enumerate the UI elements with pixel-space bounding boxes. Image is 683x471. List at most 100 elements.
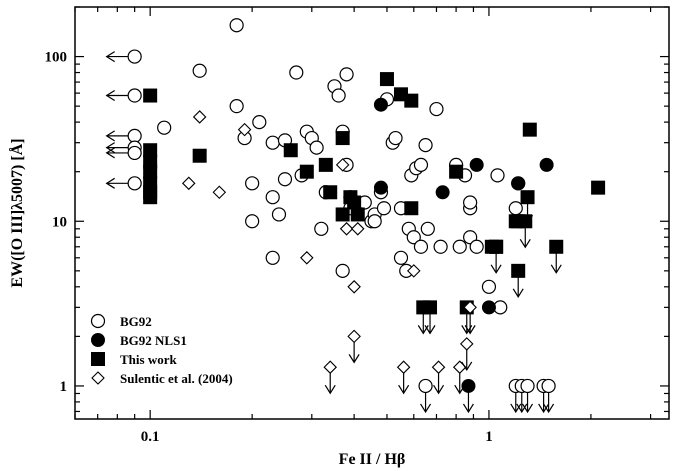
data-point-bg92 [418,138,433,153]
data-point-bg92 [413,239,429,254]
data-point-bg92 [245,176,260,191]
data-point-bg92 [541,378,556,394]
data-point-this-work [335,131,350,146]
data-point-bg92 [127,88,142,103]
data-point-bg92 [376,201,392,216]
data-point-sulentic-et-al-2004 [339,222,354,236]
data-point-this-work [299,164,314,179]
legend-marker-this-work [91,352,105,366]
data-point-this-work [347,195,362,210]
legend-label-bg92-nls1: BG92 NLS1 [120,333,187,348]
y-axis-title: EW([O III]λ5007) [Å] [8,138,26,287]
data-point-this-work [449,164,464,179]
data-point-bg92 [413,157,429,172]
x-tick-label: 0.1 [141,429,160,445]
legend-marker-bg92 [90,313,106,329]
upper-limit-arrowhead [324,384,336,395]
upper-limit-arrowhead [462,403,474,414]
upper-limit-arrowhead [543,403,555,414]
left-limit-arrowhead [105,142,115,154]
data-point-sulentic-et-al-2004 [300,251,314,265]
data-point-sulentic-et-al-2004 [347,329,361,344]
upper-limit-arrowhead [538,403,550,414]
data-point-bg92 [481,279,497,294]
data-point-bg92-nls1 [481,300,496,315]
data-point-this-work [143,164,158,179]
data-point-bg92 [157,120,172,135]
data-point-bg92 [245,214,260,229]
left-limit-arrowhead [105,147,115,159]
data-point-sulentic-et-al-2004 [431,360,446,374]
data-point-bg92 [429,101,444,117]
left-limit-arrowhead [105,177,115,189]
data-point-bg92 [388,130,403,146]
upper-limit-arrowhead [398,384,410,395]
data-point-bg92 [433,239,448,254]
data-point-bg92 [314,221,329,236]
data-point-this-work [511,263,526,278]
data-point-this-work [350,207,365,222]
data-point-this-work [192,148,207,163]
data-point-bg92 [520,378,535,394]
data-point-bg92 [127,145,142,161]
data-point-sulentic-et-al-2004 [192,110,207,124]
data-point-bg92 [192,63,207,78]
data-point-bg92 [265,190,280,205]
upper-limit-arrowhead [550,264,562,274]
y-tick-label: 100 [45,50,68,66]
data-point-bg92 [339,67,354,82]
data-point-bg92 [469,239,484,254]
series-bg92 [105,18,556,414]
data-point-this-work [404,201,419,216]
data-point-this-work [143,143,158,158]
data-point-sulentic-et-al-2004 [396,360,411,374]
data-point-bg92 [277,172,293,187]
data-point-bg92-nls1 [373,97,388,112]
data-point-sulentic-et-al-2004 [407,264,421,278]
upper-limit-arrowhead [464,325,476,335]
upper-limit-arrowhead [433,384,445,395]
data-point-this-work [489,239,504,254]
data-point-bg92 [127,176,142,191]
y-tick-label: 1 [60,379,68,395]
data-point-this-work [520,190,535,205]
data-point-bg92 [335,263,350,278]
data-point-bg92-nls1 [469,157,484,172]
legend-label-bg92: BG92 [120,314,152,329]
data-point-this-work [379,72,394,87]
data-point-bg92 [508,201,523,216]
data-point-this-work [283,143,298,158]
legend-label-this-work: This work [120,352,177,367]
data-point-bg92 [289,65,304,80]
data-point-bg92 [252,115,267,130]
data-point-this-work [591,180,606,195]
upper-limit-arrowhead [519,238,531,249]
axis-ticks: 0.1 1 1 10 100 [45,6,669,445]
data-point-bg92 [265,135,280,150]
data-point-sulentic-et-al-2004 [212,185,227,200]
data-point-bg92 [229,18,244,33]
x-tick-label: 1 [485,429,493,445]
data-point-this-work [335,207,350,222]
y-tick-label: 10 [52,214,67,230]
data-point-bg92 [309,140,324,155]
data-point-sulentic-et-al-2004 [335,158,350,172]
data-point-this-work [143,190,158,205]
plot-frame [74,6,670,420]
legend-label-sulentic-et-al-2004: Sulentic et al. (2004) [120,371,233,386]
data-point-this-work [549,239,564,254]
data-point-bg92-nls1 [511,176,526,191]
legend: BG92 BG92 NLS1 This work Sulentic et al. (2… [90,313,233,386]
data-point-bg92 [452,239,467,254]
left-limit-arrowhead [105,130,115,142]
data-point-sulentic-et-al-2004 [181,176,196,191]
data-point-bg92-nls1 [539,157,554,172]
data-point-this-work [423,300,438,315]
series-bg92-nls1 [373,97,554,414]
left-limit-arrowhead [105,90,115,102]
upper-limit-arrowhead [512,288,524,298]
series-this-work [143,72,606,335]
data-point-bg92-nls1 [461,378,476,393]
data-point-bg92 [331,88,346,103]
